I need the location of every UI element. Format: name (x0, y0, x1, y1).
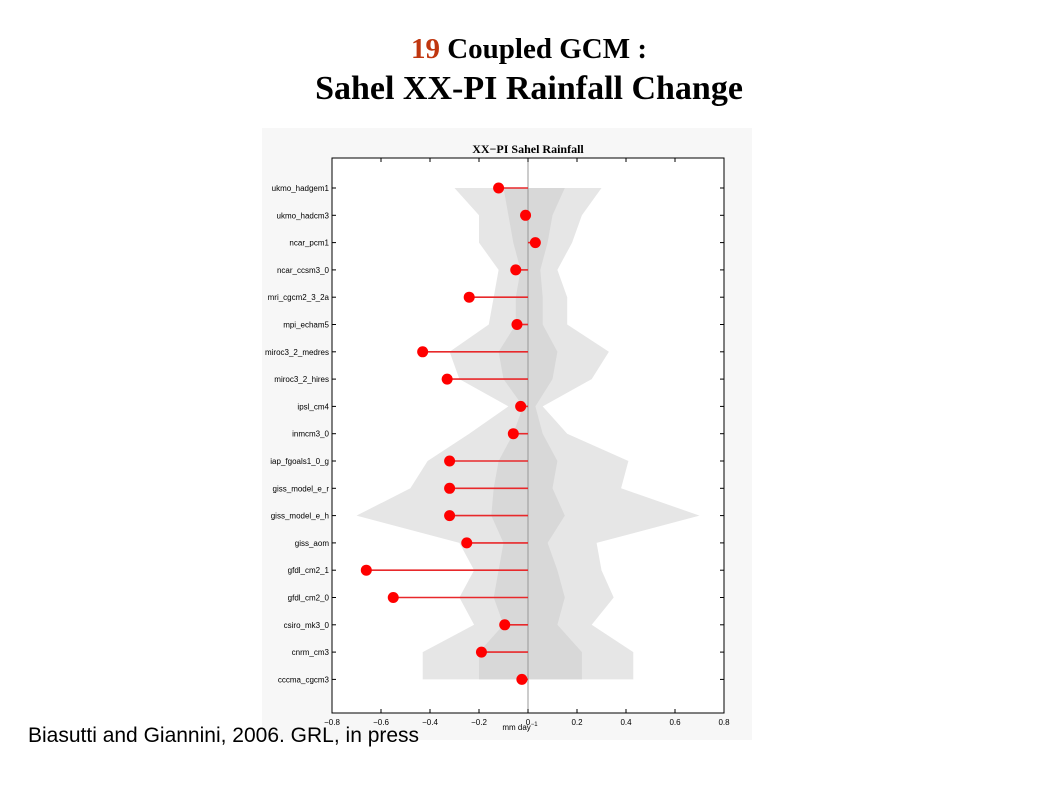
model-label: miroc3_2_medres (265, 348, 329, 357)
model-label: giss_model_e_r (273, 484, 330, 493)
chart-frame: −0.8 −0.6 −0.4 −0.2 0 0.2 0.4 0.6 0.8 ukmo_hadge… (262, 128, 752, 740)
value-marker (511, 319, 523, 330)
x-tick-label: 0.2 (571, 718, 583, 727)
lollipop-chart: −0.8 −0.6 −0.4 −0.2 0 0.2 0.4 0.6 0.8 ukmo_hadge… (265, 142, 730, 732)
model-label: cccma_cgcm3 (278, 675, 330, 684)
value-marker (493, 182, 505, 194)
value-marker (516, 673, 528, 685)
value-marker (417, 346, 429, 358)
x-tick-label: −0.4 (422, 718, 438, 727)
value-marker (507, 428, 519, 440)
model-label: giss_aom (295, 539, 330, 548)
spread-band-inner (479, 188, 582, 680)
chart-title: XX−PI Sahel Rainfall (472, 142, 584, 156)
value-marker (520, 209, 532, 221)
x-tick-label: 0.6 (669, 718, 681, 727)
slide-subtitle: 19 Coupled GCM : (0, 30, 1058, 68)
model-label: giss_model_e_h (271, 512, 329, 521)
model-label: ncar_ccsm3_0 (277, 266, 330, 275)
value-marker (461, 537, 473, 549)
model-label: ipsl_cm4 (297, 402, 329, 411)
value-marker (444, 482, 456, 494)
value-marker (510, 264, 522, 276)
model-label: mpi_echam5 (283, 321, 329, 330)
model-label: gfdl_cm2_0 (288, 594, 330, 603)
model-label: csiro_mk3_0 (284, 621, 330, 630)
model-label: inmcm3_0 (292, 430, 329, 439)
value-marker (529, 237, 541, 249)
x-axis-label-text: mm day (502, 723, 530, 732)
model-label: gfdl_cm2_1 (288, 566, 330, 575)
model-label: cnrm_cm3 (292, 648, 330, 657)
x-tick-label: −0.2 (471, 718, 487, 727)
value-marker (444, 455, 456, 467)
value-marker (387, 592, 399, 603)
x-tick-label: 0.8 (718, 718, 730, 727)
model-label: ukmo_hadgem1 (272, 184, 330, 193)
x-axis-label: mm day−1 (502, 722, 538, 732)
model-label: ukmo_hadcm3 (277, 211, 330, 220)
model-label: miroc3_2_hires (274, 375, 329, 384)
x-tick-label: −0.8 (324, 718, 340, 727)
subtitle-text: Coupled GCM : (439, 33, 648, 65)
value-marker (463, 291, 475, 303)
x-tick-label: 0.4 (620, 718, 632, 727)
value-marker (515, 400, 527, 412)
value-marker (360, 564, 372, 576)
model-count: 19 (410, 33, 440, 65)
model-label: mri_cgcm2_3_2a (268, 293, 330, 302)
value-marker (499, 619, 511, 631)
value-marker (444, 510, 456, 522)
x-tick-label: −0.6 (373, 718, 389, 727)
model-label: ncar_pcm1 (289, 239, 329, 248)
x-tick-label: 0 (526, 718, 531, 727)
value-marker (441, 373, 453, 385)
value-marker (475, 646, 487, 658)
slide-title: 19 Coupled GCM : Sahel XX-PI Rainfall Ch… (0, 30, 1058, 110)
citation: Biasutti and Giannini, 2006. GRL, in pre… (28, 724, 420, 747)
slide-main-title: Sahel XX-PI Rainfall Change (315, 70, 743, 107)
x-axis-label-exponent: −1 (531, 722, 539, 728)
model-label: iap_fgoals1_0_g (270, 457, 329, 466)
